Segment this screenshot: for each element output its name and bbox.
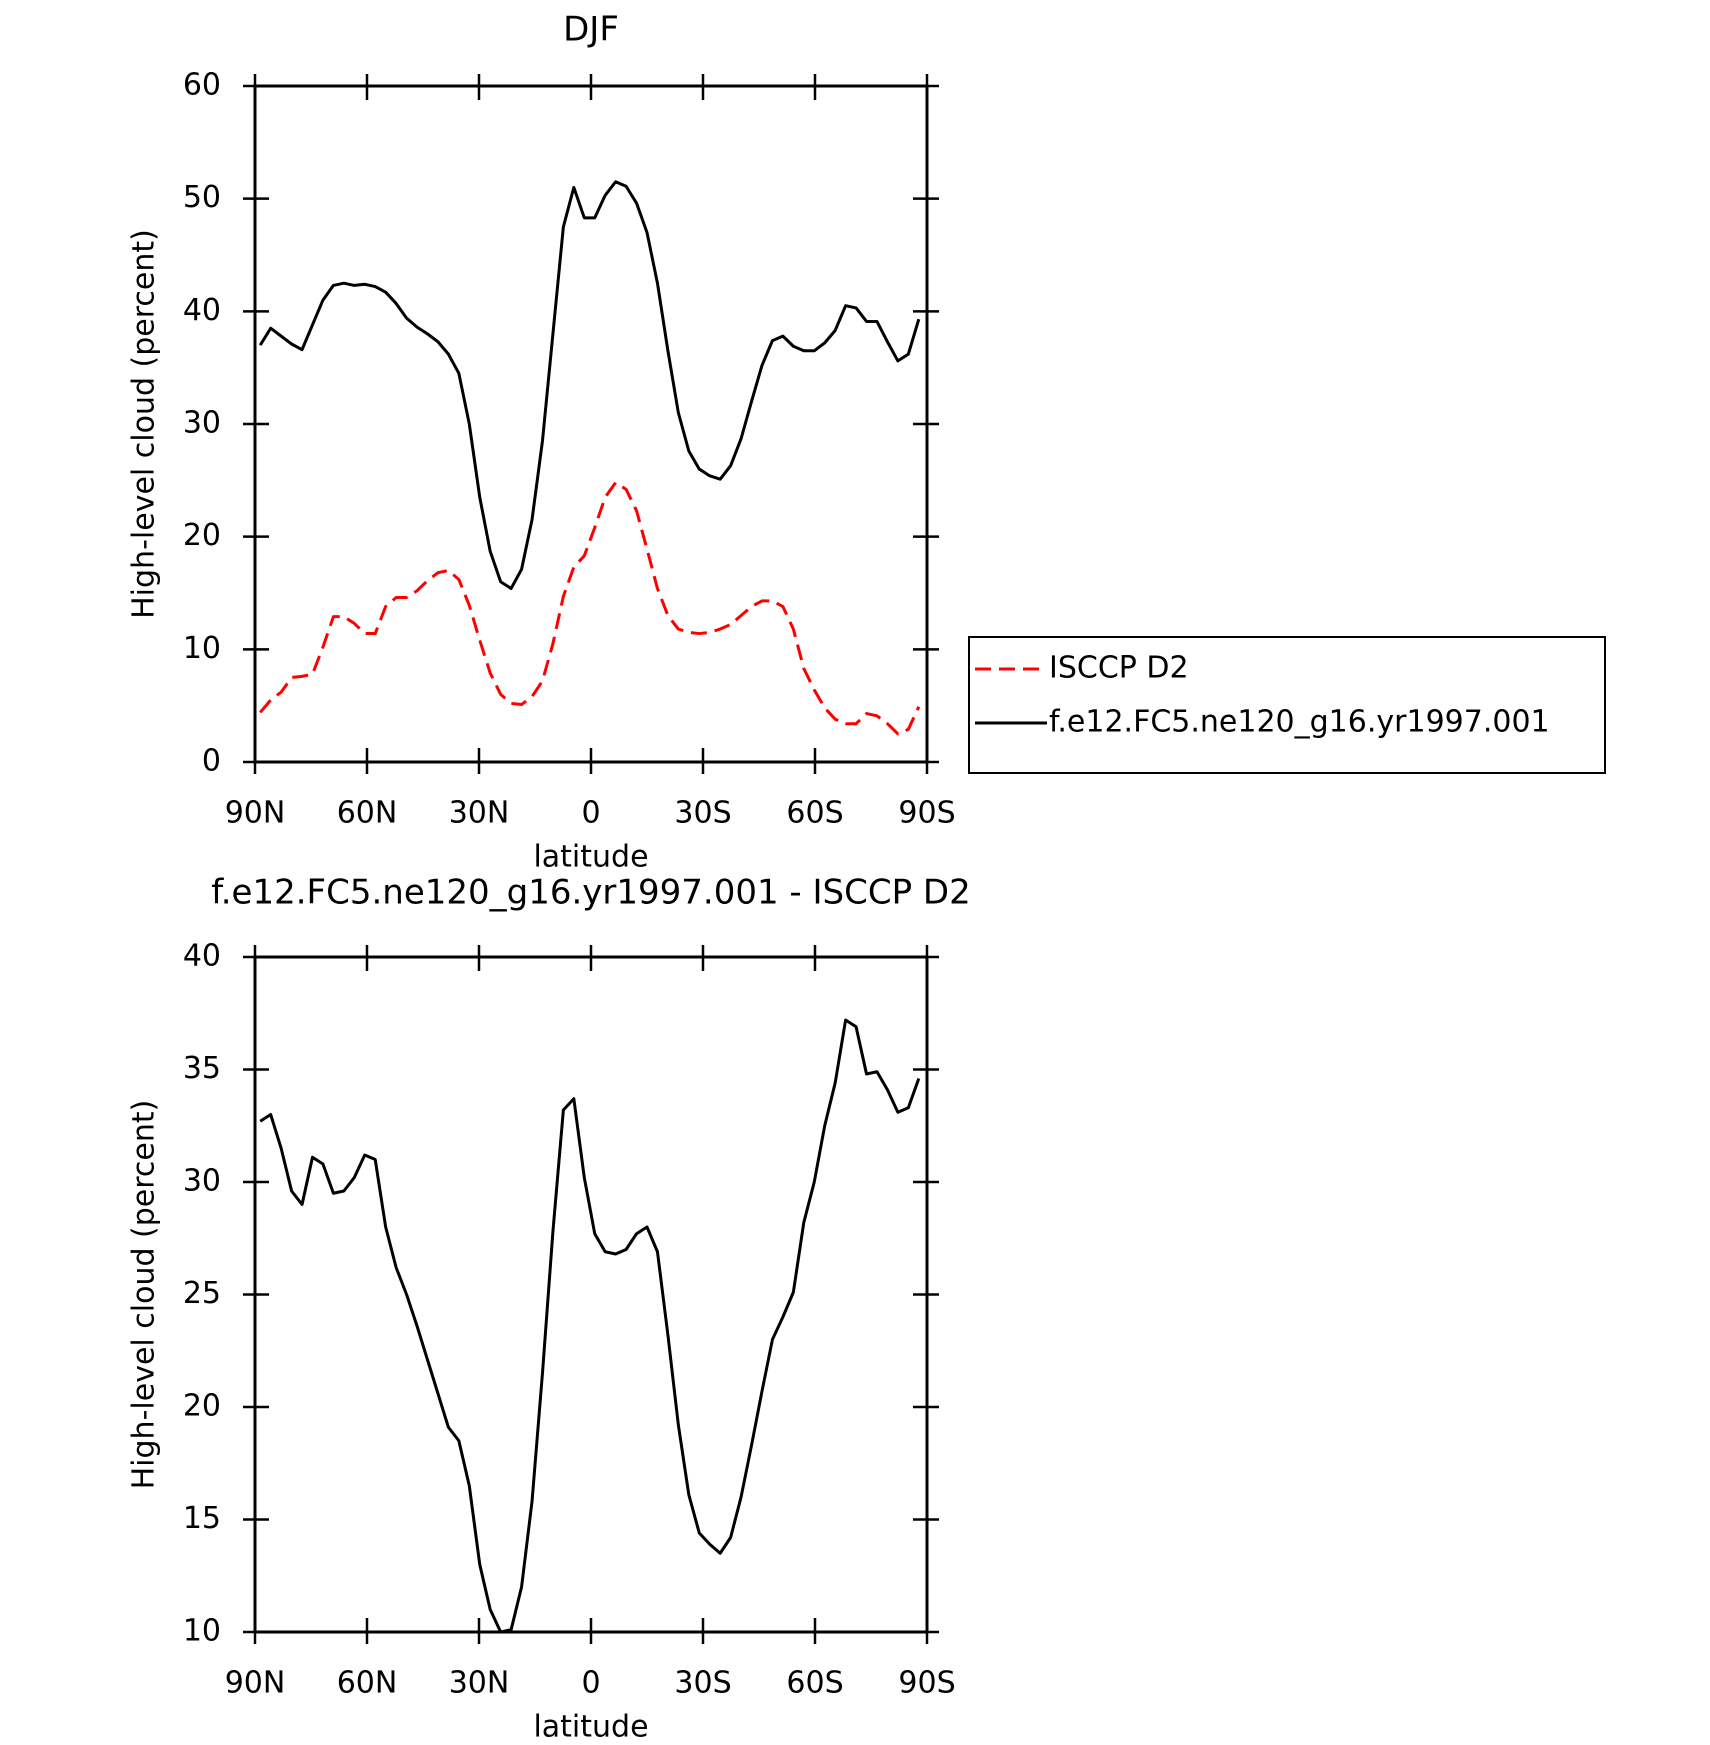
x-tick-label: 0 [581, 796, 600, 831]
y-axis-label: High-level cloud (percent) [127, 1100, 162, 1490]
x-tick-label: 0 [581, 1666, 600, 1701]
plot-frame [253, 84, 929, 764]
x-tick-label: 60S [786, 796, 843, 831]
x-axis-label: latitude [533, 1710, 648, 1745]
y-tick-label: 40 [183, 293, 221, 328]
data-line [258, 180, 921, 590]
y-tick-label: 35 [183, 1051, 221, 1086]
y-axis-label: High-level cloud (percent) [127, 229, 162, 619]
y-tick-label: 10 [183, 631, 221, 666]
x-tick-label: 30S [674, 796, 731, 831]
y-tick-label: 30 [183, 1164, 221, 1199]
x-tick-label: 90S [898, 1666, 955, 1701]
y-tick-label: 25 [183, 1276, 221, 1311]
y-tick-label: 20 [183, 1389, 221, 1424]
x-tick-label: 60N [337, 1666, 398, 1701]
x-tick-label: 90N [225, 1666, 286, 1701]
legend-label: ISCCP D2 [1049, 651, 1189, 686]
y-tick-label: 20 [183, 518, 221, 553]
y-tick-label: 60 [183, 68, 221, 103]
chart-title: f.e12.FC5.ne120_g16.yr1997.001 - ISCCP D… [211, 873, 970, 913]
x-tick-label: 60N [337, 796, 398, 831]
x-tick-label: 60S [786, 1666, 843, 1701]
x-tick-label: 90S [898, 796, 955, 831]
x-axis-label: latitude [533, 840, 648, 875]
y-tick-label: 30 [183, 406, 221, 441]
chart-title: DJF [563, 10, 619, 50]
y-tick-label: 40 [183, 939, 221, 974]
x-tick-label: 90N [225, 796, 286, 831]
y-tick-label: 15 [183, 1501, 221, 1536]
data-line [259, 481, 921, 736]
y-tick-label: 0 [202, 744, 221, 779]
data-line [259, 1018, 921, 1634]
legend-box [968, 636, 1606, 774]
y-tick-label: 10 [183, 1614, 221, 1649]
x-tick-label: 30N [449, 1666, 510, 1701]
plot-frame [253, 955, 929, 1634]
y-tick-label: 50 [183, 180, 221, 215]
legend-label: f.e12.FC5.ne120_g16.yr1997.001 [1049, 705, 1550, 740]
x-tick-label: 30S [674, 1666, 731, 1701]
x-tick-label: 30N [449, 796, 510, 831]
